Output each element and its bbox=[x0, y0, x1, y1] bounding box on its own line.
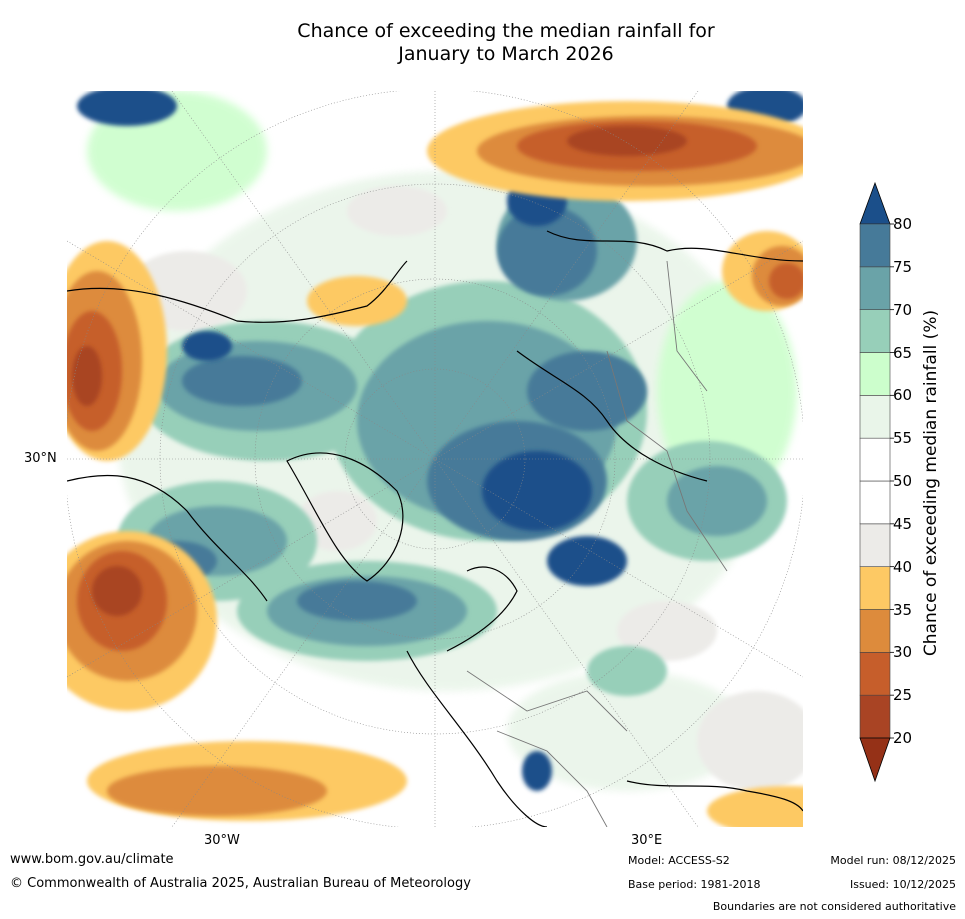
lon-label-30e: 30°E bbox=[631, 833, 663, 848]
colorbar-segment bbox=[859, 566, 891, 610]
colorbar-segment bbox=[859, 395, 891, 439]
colorbar-arrow-high bbox=[859, 181, 891, 225]
lat-label-30n: 30°N bbox=[24, 451, 57, 466]
colorbar-tick-label: 50 bbox=[893, 472, 913, 490]
colorbar-tick-label: 80 bbox=[893, 215, 913, 233]
colorbar-segment bbox=[859, 266, 891, 310]
colorbar-tick-label: 60 bbox=[893, 386, 913, 405]
colorbar bbox=[845, 180, 965, 785]
colorbar-segment bbox=[859, 694, 891, 739]
colorbar-segment bbox=[859, 352, 891, 396]
colorbar-title: Chance of exceeding median rainfall (%) bbox=[921, 309, 941, 657]
title-line-1: Chance of exceeding the median rainfall … bbox=[297, 20, 715, 42]
colorbar-segment bbox=[859, 223, 891, 268]
model-name: Model: ACCESS-S2 bbox=[628, 854, 730, 867]
issued-date: Issued: 10/12/2025 bbox=[849, 878, 956, 891]
copyright-text: © Commonwealth of Australia 2025, Austra… bbox=[10, 876, 471, 891]
colorbar-tick-label: 25 bbox=[893, 686, 913, 705]
colorbar-tick-label: 40 bbox=[893, 557, 913, 576]
colorbar-segment bbox=[859, 609, 891, 653]
base-period: Base period: 1981-2018 bbox=[628, 878, 761, 891]
colorbar-segment bbox=[859, 652, 891, 696]
colorbar-tick-label: 35 bbox=[893, 600, 913, 619]
colorbar-arrow-low bbox=[859, 737, 891, 783]
model-run-date: Model run: 08/12/2025 bbox=[830, 854, 956, 867]
rainfall-map[interactable] bbox=[67, 91, 803, 827]
map-canvas bbox=[67, 91, 803, 827]
colorbar-tick-label: 55 bbox=[893, 429, 913, 448]
colorbar-tick-label: 30 bbox=[893, 643, 913, 662]
boundaries-disclaimer: Boundaries are not considered authoritat… bbox=[712, 900, 956, 913]
colorbar-tick-label: 45 bbox=[893, 514, 913, 533]
colorbar-tick-label: 65 bbox=[893, 343, 913, 362]
website-link[interactable]: www.bom.gov.au/climate bbox=[10, 852, 174, 867]
colorbar-tick-label: 20 bbox=[893, 729, 913, 747]
colorbar-tick-label: 70 bbox=[893, 300, 913, 319]
colorbar-segment bbox=[859, 480, 891, 525]
map-title: Chance of exceeding the median rainfall … bbox=[0, 20, 965, 66]
colorbar-graphic bbox=[859, 181, 894, 783]
colorbar-tick-label: 75 bbox=[893, 257, 913, 276]
lon-label-30w: 30°W bbox=[204, 833, 240, 848]
colorbar-segment bbox=[859, 437, 891, 482]
title-line-2: January to March 2026 bbox=[398, 43, 614, 65]
colorbar-segment bbox=[859, 523, 891, 567]
colorbar-segment bbox=[859, 309, 891, 353]
